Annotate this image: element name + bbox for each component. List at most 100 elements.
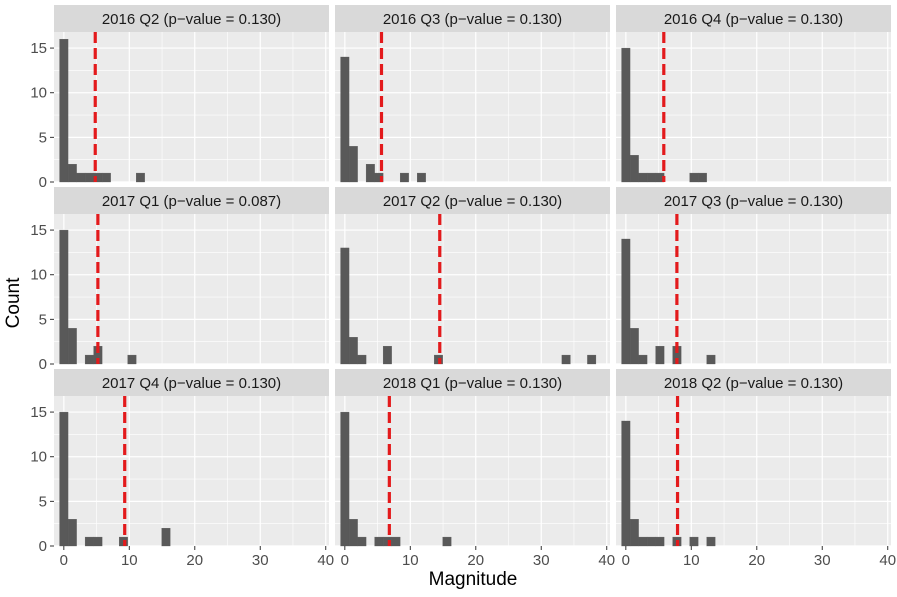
facet-panel: 2017 Q2 (p−value = 0.130) (335, 187, 610, 365)
histogram-bar (706, 536, 716, 547)
x-tick-label: 0 (341, 552, 349, 569)
panel-background (54, 396, 329, 546)
x-tick-label: 20 (748, 552, 765, 569)
y-tick-label: 10 (30, 267, 47, 284)
facet-strip (616, 369, 891, 396)
histogram-bar (67, 519, 77, 547)
histogram-bar (374, 536, 384, 547)
facet-strip (335, 369, 610, 396)
x-tick-label: 40 (879, 552, 896, 569)
histogram-bar (689, 536, 699, 547)
histogram-bar (67, 328, 77, 365)
facet-title: 2016 Q3 (p−value = 0.130) (383, 11, 562, 28)
histogram-bar (59, 411, 69, 547)
x-tick-label: 30 (533, 552, 550, 569)
histogram-bar (76, 172, 86, 183)
x-tick-label: 20 (186, 552, 203, 569)
facet-title: 2016 Q4 (p−value = 0.130) (664, 11, 843, 28)
facet-panel: 2016 Q3 (p−value = 0.130) (335, 5, 610, 183)
facet-panel: 2018 Q1 (p−value = 0.130) 0 10 20 30 40 (335, 369, 615, 569)
histogram-bar (161, 527, 171, 547)
panel-background (335, 396, 610, 546)
facet-strip (616, 187, 891, 214)
facet-panel: 2016 Q2 (p−value = 0.130) 0 5 10 15 (30, 5, 329, 191)
facet-title: 2017 Q4 (p−value = 0.130) (102, 375, 281, 392)
histogram-bar (417, 172, 426, 183)
x-tick-label: 10 (121, 552, 138, 569)
histogram-bar (655, 536, 665, 547)
x-tick-label: 40 (317, 552, 334, 569)
y-tick-label: 5 (39, 493, 47, 510)
histogram-bar (84, 354, 94, 365)
x-tick-label: 40 (598, 552, 615, 569)
facet-title: 2017 Q3 (p−value = 0.130) (664, 193, 843, 210)
y-tick-label: 15 (30, 40, 47, 57)
facet-title: 2017 Q1 (p−value = 0.087) (102, 193, 281, 210)
y-tick-label: 0 (39, 356, 47, 373)
facet-panel: 2017 Q1 (p−value = 0.087) 0 5 10 15 (30, 187, 329, 373)
y-tick-label: 10 (30, 85, 47, 102)
histogram-bar (689, 172, 699, 183)
histogram-bar (587, 354, 597, 365)
histogram-bar (698, 172, 707, 183)
facet-panel: 2016 Q4 (p−value = 0.130) (616, 5, 891, 183)
y-tick-label: 5 (39, 129, 47, 146)
histogram-bar (340, 247, 350, 365)
histogram-bar (646, 172, 656, 183)
histogram-bar (391, 536, 401, 547)
histogram-bar (638, 354, 648, 365)
x-axis-title: Magnitude (429, 569, 518, 590)
histogram-bar (374, 172, 384, 183)
histogram-bar (340, 411, 350, 547)
x-tick-label: 30 (814, 552, 831, 569)
histogram-bar (365, 163, 375, 183)
histogram-bar (629, 519, 639, 547)
histogram-bar (357, 536, 367, 547)
panel-background (335, 214, 610, 364)
facet-strip (335, 187, 610, 214)
histogram-bar (638, 536, 648, 547)
y-tick-label: 5 (39, 311, 47, 328)
x-tick-label: 10 (402, 552, 419, 569)
histogram-bar (67, 163, 77, 183)
facet-title: 2018 Q2 (p−value = 0.130) (664, 375, 843, 392)
x-tick-label: 30 (252, 552, 269, 569)
panel-background (616, 396, 891, 546)
histogram-bar (93, 536, 103, 547)
facet-strip (54, 187, 329, 214)
histogram-bar (348, 519, 358, 547)
facet-strip (54, 369, 329, 396)
facet-panel: 2017 Q3 (p−value = 0.130) (616, 187, 891, 365)
histogram-bar (127, 354, 137, 365)
x-tick-label: 20 (467, 552, 484, 569)
histogram-bar (638, 172, 648, 183)
histogram-bar (629, 155, 639, 183)
facet-strip (335, 5, 610, 32)
panel-background (616, 214, 891, 364)
histogram-bar (348, 146, 358, 183)
x-tick-label: 10 (683, 552, 700, 569)
histogram-bar (59, 38, 69, 183)
panels-layer: 2016 Q2 (p−value = 0.130) 0 5 10 15 2016 Q3 (… (30, 5, 896, 569)
histogram-bar (357, 354, 367, 365)
histogram-bar (101, 172, 111, 183)
facet-title: 2018 Q1 (p−value = 0.130) (383, 375, 562, 392)
facet-title: 2017 Q2 (p−value = 0.130) (383, 193, 562, 210)
y-tick-label: 15 (30, 404, 47, 421)
panel-background (54, 32, 329, 182)
histogram-bar (621, 47, 631, 183)
facet-title: 2016 Q2 (p−value = 0.130) (102, 11, 281, 28)
histogram-bar (561, 354, 571, 365)
y-tick-label: 0 (39, 538, 47, 555)
histogram-bar (629, 328, 639, 365)
y-tick-label: 10 (30, 449, 47, 466)
x-tick-label: 0 (622, 552, 630, 569)
facet-panel: 2018 Q2 (p−value = 0.130) 0 10 20 30 40 (616, 369, 896, 569)
facet-panel: 2017 Q4 (p−value = 0.130) 0 5 10 15 0 10 20 30 40 (30, 369, 334, 569)
histogram-bar (655, 345, 665, 365)
panel-background (54, 214, 329, 364)
y-tick-label: 0 (39, 174, 47, 191)
histogram-bar (340, 56, 350, 183)
y-tick-label: 15 (30, 222, 47, 239)
